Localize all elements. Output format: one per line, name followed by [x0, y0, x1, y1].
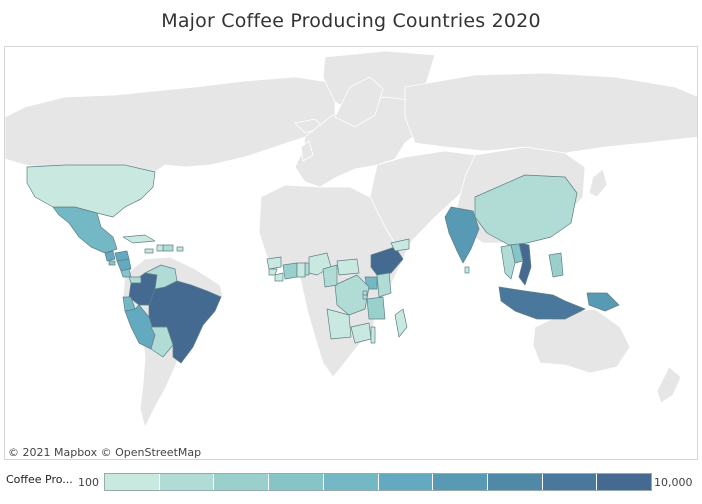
- country-zambia[interactable]: [350, 322, 372, 344]
- country-india[interactable]: [444, 206, 480, 264]
- country-thailand[interactable]: [500, 244, 516, 280]
- legend-step-7: [433, 474, 488, 490]
- map-attribution: © 2021 Mapbox © OpenStreetMap: [8, 446, 202, 459]
- country-madagascar[interactable]: [394, 308, 408, 338]
- country-dominican-republic[interactable]: [162, 244, 174, 252]
- country-vietnam[interactable]: [518, 242, 532, 286]
- country-cuba[interactable]: [122, 234, 156, 244]
- country-ivory-coast[interactable]: [282, 262, 298, 280]
- country-central-african-republic[interactable]: [336, 258, 360, 276]
- legend-step-8: [487, 474, 543, 490]
- country-yemen[interactable]: [390, 238, 410, 252]
- land-new-zealand: [656, 366, 682, 404]
- world-map[interactable]: [5, 47, 698, 460]
- legend-color-ramp: [104, 473, 652, 491]
- country-jamaica[interactable]: [144, 248, 154, 254]
- country-liberia[interactable]: [274, 272, 284, 282]
- country-rwanda[interactable]: [362, 290, 368, 296]
- country-malawi[interactable]: [370, 326, 376, 344]
- legend-step-1: [105, 474, 160, 490]
- country-venezuela[interactable]: [144, 264, 178, 290]
- map-canvas[interactable]: [4, 46, 698, 460]
- legend-step-4: [269, 474, 324, 490]
- country-ecuador[interactable]: [122, 296, 136, 312]
- legend-step-2: [159, 474, 215, 490]
- country-burundi[interactable]: [362, 294, 368, 300]
- country-ghana[interactable]: [296, 262, 306, 278]
- country-china[interactable]: [474, 174, 578, 246]
- country-panama[interactable]: [128, 276, 142, 284]
- country-indonesia[interactable]: [498, 286, 586, 320]
- country-sri-lanka[interactable]: [464, 266, 470, 274]
- country-guinea[interactable]: [266, 256, 282, 270]
- legend-step-10: [597, 474, 652, 490]
- country-angola[interactable]: [326, 308, 352, 340]
- country-democratic-republic-of-the-congo[interactable]: [334, 274, 370, 316]
- country-philippines[interactable]: [548, 252, 564, 278]
- land-japan: [588, 168, 608, 198]
- legend-step-3: [214, 474, 270, 490]
- color-legend: Coffee Pro... 100 10,000: [0, 470, 702, 494]
- legend-step-9: [542, 474, 598, 490]
- country-guatemala[interactable]: [104, 250, 116, 262]
- country-bolivia[interactable]: [150, 326, 174, 358]
- country-haiti[interactable]: [156, 244, 164, 252]
- land-north-america: [5, 76, 336, 173]
- country-united-states[interactable]: [26, 164, 156, 218]
- country-cameroon[interactable]: [322, 264, 338, 288]
- legend-min-label: 100: [78, 476, 99, 489]
- legend-title: Coffee Pro...: [6, 473, 73, 486]
- country-el-salvador[interactable]: [108, 260, 116, 266]
- country-papua-new-guinea[interactable]: [586, 292, 620, 312]
- map-title: Major Coffee Producing Countries 2020: [161, 10, 541, 32]
- land-australia: [532, 308, 631, 374]
- country-puerto-rico[interactable]: [176, 246, 184, 252]
- legend-max-label: 10,000: [654, 476, 693, 489]
- country-tanzania[interactable]: [366, 296, 386, 320]
- country-togo[interactable]: [304, 262, 310, 276]
- country-sierra-leone[interactable]: [268, 268, 278, 276]
- legend-step-6: [378, 474, 434, 490]
- land-scandinavia: [334, 76, 384, 128]
- land-russia: [404, 72, 697, 154]
- country-nicaragua[interactable]: [116, 258, 132, 272]
- country-kenya[interactable]: [376, 272, 392, 298]
- land-uk: [300, 140, 314, 162]
- legend-step-5: [323, 474, 379, 490]
